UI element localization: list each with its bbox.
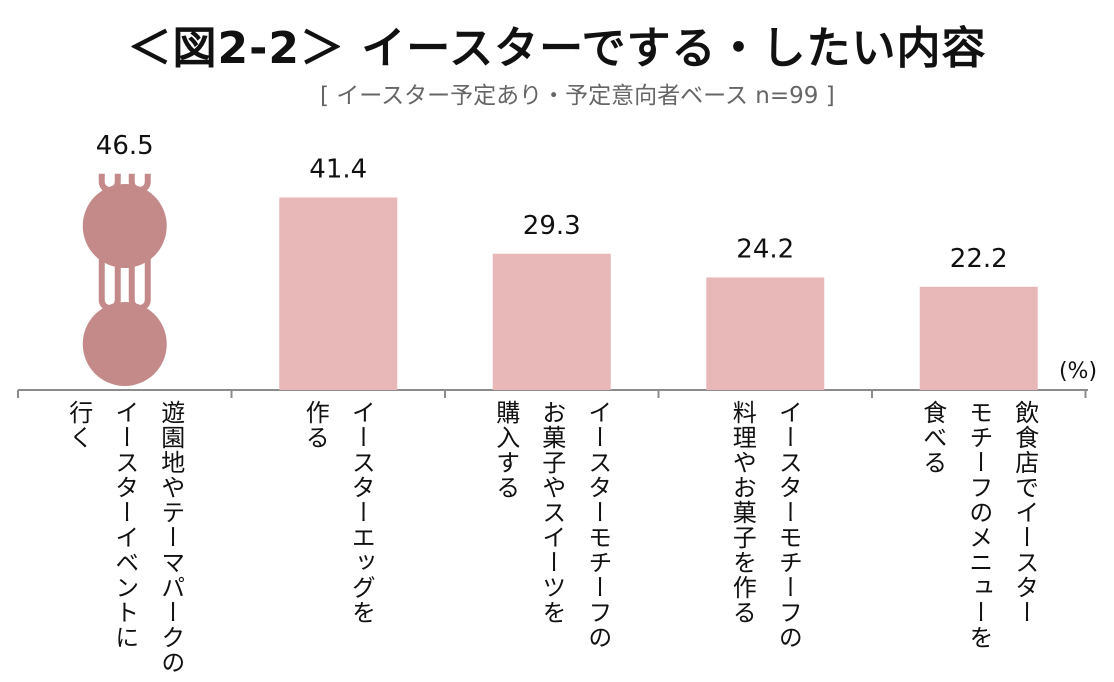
unit-label: (%) xyxy=(1059,359,1097,384)
category-label: 飲食店でイースター モチーフのメニューを 食べる xyxy=(872,400,1086,680)
category-label-line: イースターイベントに xyxy=(110,400,139,650)
category-label-line: 行く xyxy=(64,400,93,450)
category-label-line: お菓子やスイーツを xyxy=(537,400,566,625)
data-label: 46.5 xyxy=(96,131,154,161)
chart-title: ＜図2-2＞ イースターでする・したい内容 xyxy=(127,23,987,74)
bar xyxy=(706,277,825,390)
data-label: 24.2 xyxy=(736,234,794,264)
bar xyxy=(919,286,1038,390)
chart-subtitle: [ イースター予定あり・予定意向者ベース n=99 ] xyxy=(320,83,835,109)
bar-highlight-bunny-icon xyxy=(82,173,167,386)
category-label-line: 購入する xyxy=(491,400,520,500)
category-label: イースターモチーフの 料理やお菓子を作る xyxy=(659,400,873,680)
bar xyxy=(492,253,611,390)
category-label-line: イースターモチーフの xyxy=(774,400,803,650)
category-label-line: 作る xyxy=(301,400,330,450)
category-label-line: 食べる xyxy=(918,400,947,475)
category-label-line: 料理やお菓子を作る xyxy=(728,400,757,625)
category-label-line: イースターエッグを xyxy=(347,400,376,625)
category-label: イースターモチーフの お菓子やスイーツを 購入する xyxy=(445,400,659,680)
data-label: 22.2 xyxy=(950,244,1008,274)
category-label-line: 飲食店でイースター xyxy=(1010,400,1039,625)
category-label-line: イースターモチーフの xyxy=(583,400,612,650)
category-label: イースターエッグを 作る xyxy=(232,400,446,680)
bar xyxy=(279,197,398,390)
category-label-line: 遊園地やテーマパークの xyxy=(156,400,185,675)
category-label-line: モチーフのメニューを xyxy=(964,400,993,650)
data-label: 29.3 xyxy=(523,211,581,241)
category-label: 遊園地やテーマパークの イースターイベントに 行く xyxy=(18,400,232,680)
data-label: 41.4 xyxy=(309,154,367,184)
